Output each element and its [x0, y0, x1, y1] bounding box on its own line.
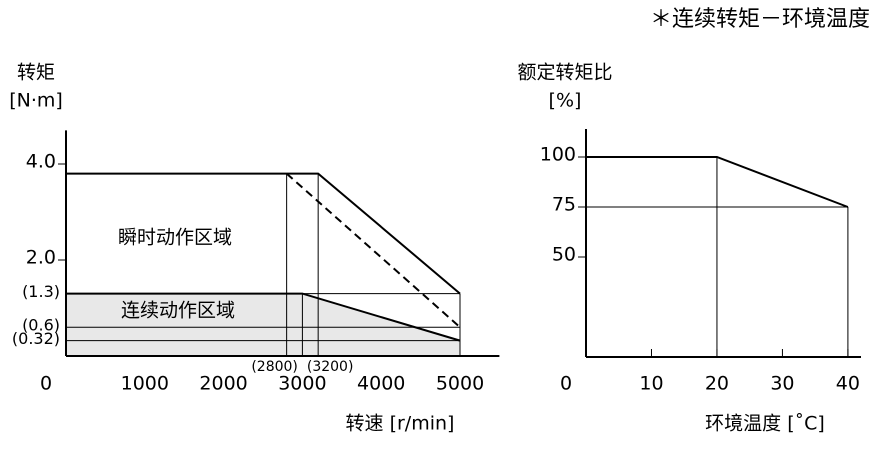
y-tick-label: 50 [552, 244, 576, 266]
y-tick-label: 2.0 [26, 247, 56, 269]
x-tick-label: 4000 [357, 373, 405, 395]
x-tick-label: 2000 [199, 373, 247, 395]
x-axis-title: 转速 [r/min] [346, 413, 455, 435]
y-axis-title: 转矩 [17, 62, 55, 84]
y-axis-title: [N·m] [9, 90, 63, 112]
x-tick-label: 1000 [121, 373, 169, 395]
x-tick-label: 5000 [436, 373, 484, 395]
figure-title: ＊连续转矩－环境温度 [650, 7, 870, 32]
x-tick-label: 3000 [278, 373, 326, 395]
x-tick-label: 30 [770, 373, 794, 395]
x-tick-label: 0 [40, 373, 52, 395]
x-ref-label: (3200) [307, 359, 354, 375]
y-axis-title: 额定转矩比 [517, 62, 612, 84]
x-tick-label: 40 [836, 373, 860, 395]
y-axis-title: [%] [549, 90, 582, 112]
y-tick-label: 75 [552, 194, 576, 216]
y-tick-label: 4.0 [26, 151, 56, 173]
y-ref-label: (0.6) [22, 316, 60, 335]
y-tick-label: 100 [540, 144, 576, 166]
y-ref-label: (1.3) [22, 282, 60, 301]
region-label: 瞬时动作区域 [118, 227, 232, 249]
x-tick-label: 20 [705, 373, 729, 395]
x-axis-title: 环境温度 [˚C] [705, 413, 825, 435]
y-ref-label: (0.32) [12, 329, 60, 348]
series-line [66, 172, 461, 295]
x-tick-label: 10 [639, 373, 663, 395]
x-ref-label: (2800) [251, 359, 298, 375]
x-tick-label: 0 [560, 373, 572, 395]
series-line [66, 292, 461, 342]
region-label: 连续动作区域 [121, 300, 235, 322]
series-line [586, 156, 849, 208]
